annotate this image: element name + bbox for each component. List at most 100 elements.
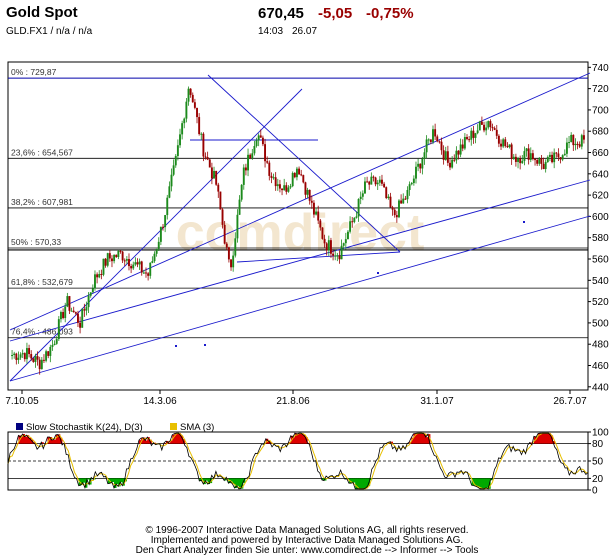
- candle-body: [531, 153, 534, 160]
- candle-body: [121, 251, 124, 261]
- candle-body: [419, 163, 422, 169]
- candle-body: [355, 216, 358, 218]
- candle-body: [87, 295, 90, 308]
- candle-body: [89, 292, 92, 296]
- candle-body: [38, 359, 41, 370]
- y-tick-label: 640: [592, 169, 609, 180]
- overbought-fill: [548, 433, 551, 444]
- candle-body: [32, 358, 35, 362]
- candle-body: [278, 184, 281, 189]
- candle-body: [293, 173, 296, 178]
- candle-body: [312, 202, 315, 215]
- candle-body: [374, 177, 377, 185]
- candle-body: [13, 353, 16, 356]
- candle-body: [227, 247, 230, 260]
- oversold-fill: [353, 478, 356, 483]
- candle-body: [455, 150, 458, 161]
- candle-body: [461, 144, 464, 149]
- overbought-fill: [41, 442, 44, 444]
- candle-body: [338, 255, 341, 260]
- candle-body: [159, 226, 162, 242]
- candle-body: [210, 167, 213, 179]
- candle-body: [463, 137, 466, 149]
- candle-body: [308, 189, 311, 201]
- oversold-fill: [207, 478, 211, 485]
- candle-body: [79, 322, 82, 328]
- candle-body: [412, 178, 415, 184]
- candle-body: [561, 155, 564, 160]
- overbought-fill: [28, 437, 32, 444]
- candle-body: [289, 186, 292, 188]
- overbought-fill: [138, 440, 142, 444]
- oversold-fill: [238, 478, 242, 489]
- fib-level-label: 61,8% : 532,679: [11, 277, 73, 287]
- overbought-fill: [168, 442, 171, 444]
- candle-body: [19, 354, 22, 358]
- candle-body: [240, 184, 243, 200]
- price-change-percent: -0,75%: [366, 5, 414, 22]
- watermark-text: comdirect: [176, 204, 425, 262]
- candle-body: [247, 154, 249, 171]
- candle-body: [25, 348, 28, 360]
- candle-body: [189, 88, 192, 95]
- oversold-fill: [365, 478, 369, 489]
- candle-body: [94, 274, 96, 289]
- candle-body: [225, 243, 228, 248]
- candle-body: [274, 177, 277, 187]
- candle-body: [370, 176, 373, 185]
- candle-body: [60, 312, 62, 320]
- fib-level-label: 23,6% : 654,567: [11, 147, 73, 157]
- y-tick-label: 580: [592, 233, 609, 244]
- candle-body: [476, 130, 479, 134]
- fib-level-label: 0% : 729,87: [11, 67, 57, 77]
- candle-body: [270, 175, 273, 178]
- candle-body: [351, 221, 354, 223]
- candle-body: [15, 353, 18, 360]
- candle-body: [582, 135, 585, 140]
- candle-body: [170, 174, 173, 187]
- candle-body: [176, 145, 179, 157]
- overbought-fill: [182, 439, 186, 444]
- candle-body: [570, 134, 573, 143]
- candle-body: [504, 139, 507, 147]
- oversold-fill: [486, 478, 489, 488]
- candle-body: [557, 153, 560, 158]
- candle-body: [83, 309, 86, 311]
- candle-body: [34, 356, 37, 362]
- candle-body: [310, 200, 313, 203]
- overbought-fill: [303, 434, 306, 444]
- candle-body: [521, 160, 524, 164]
- candle-body: [172, 165, 175, 175]
- candle-body: [404, 198, 407, 200]
- candle-body: [136, 262, 139, 265]
- symbol-label: GLD.FX1 / n/a / n/a: [6, 26, 93, 37]
- candle-body: [480, 121, 483, 125]
- candle-body: [91, 288, 94, 293]
- candle-body: [185, 101, 188, 119]
- candle-body: [321, 227, 324, 239]
- candle-body: [329, 240, 332, 254]
- overbought-fill: [172, 434, 175, 444]
- overbought-fill: [22, 433, 26, 444]
- candle-body: [368, 181, 371, 185]
- candle-body: [138, 261, 141, 265]
- legend-label: SMA (3): [180, 422, 214, 433]
- candle-body: [272, 177, 275, 179]
- y-tick-label: 520: [592, 297, 609, 308]
- candle-body: [359, 196, 362, 200]
- price-change: -5,05: [318, 5, 353, 22]
- candle-body: [536, 160, 539, 164]
- overbought-fill: [170, 440, 173, 444]
- oversold-fill: [107, 478, 111, 484]
- candle-body: [166, 197, 169, 216]
- x-tick-label: 14.3.06: [143, 396, 177, 407]
- candle-body: [546, 156, 549, 162]
- candle-body: [202, 133, 205, 157]
- y-tick-label: 660: [592, 148, 609, 159]
- overbought-fill: [529, 442, 533, 444]
- candle-body: [238, 199, 241, 215]
- oversold-fill: [230, 478, 233, 482]
- y-tick-label: 560: [592, 255, 609, 266]
- candle-body: [383, 183, 386, 188]
- overbought-fill: [538, 433, 541, 444]
